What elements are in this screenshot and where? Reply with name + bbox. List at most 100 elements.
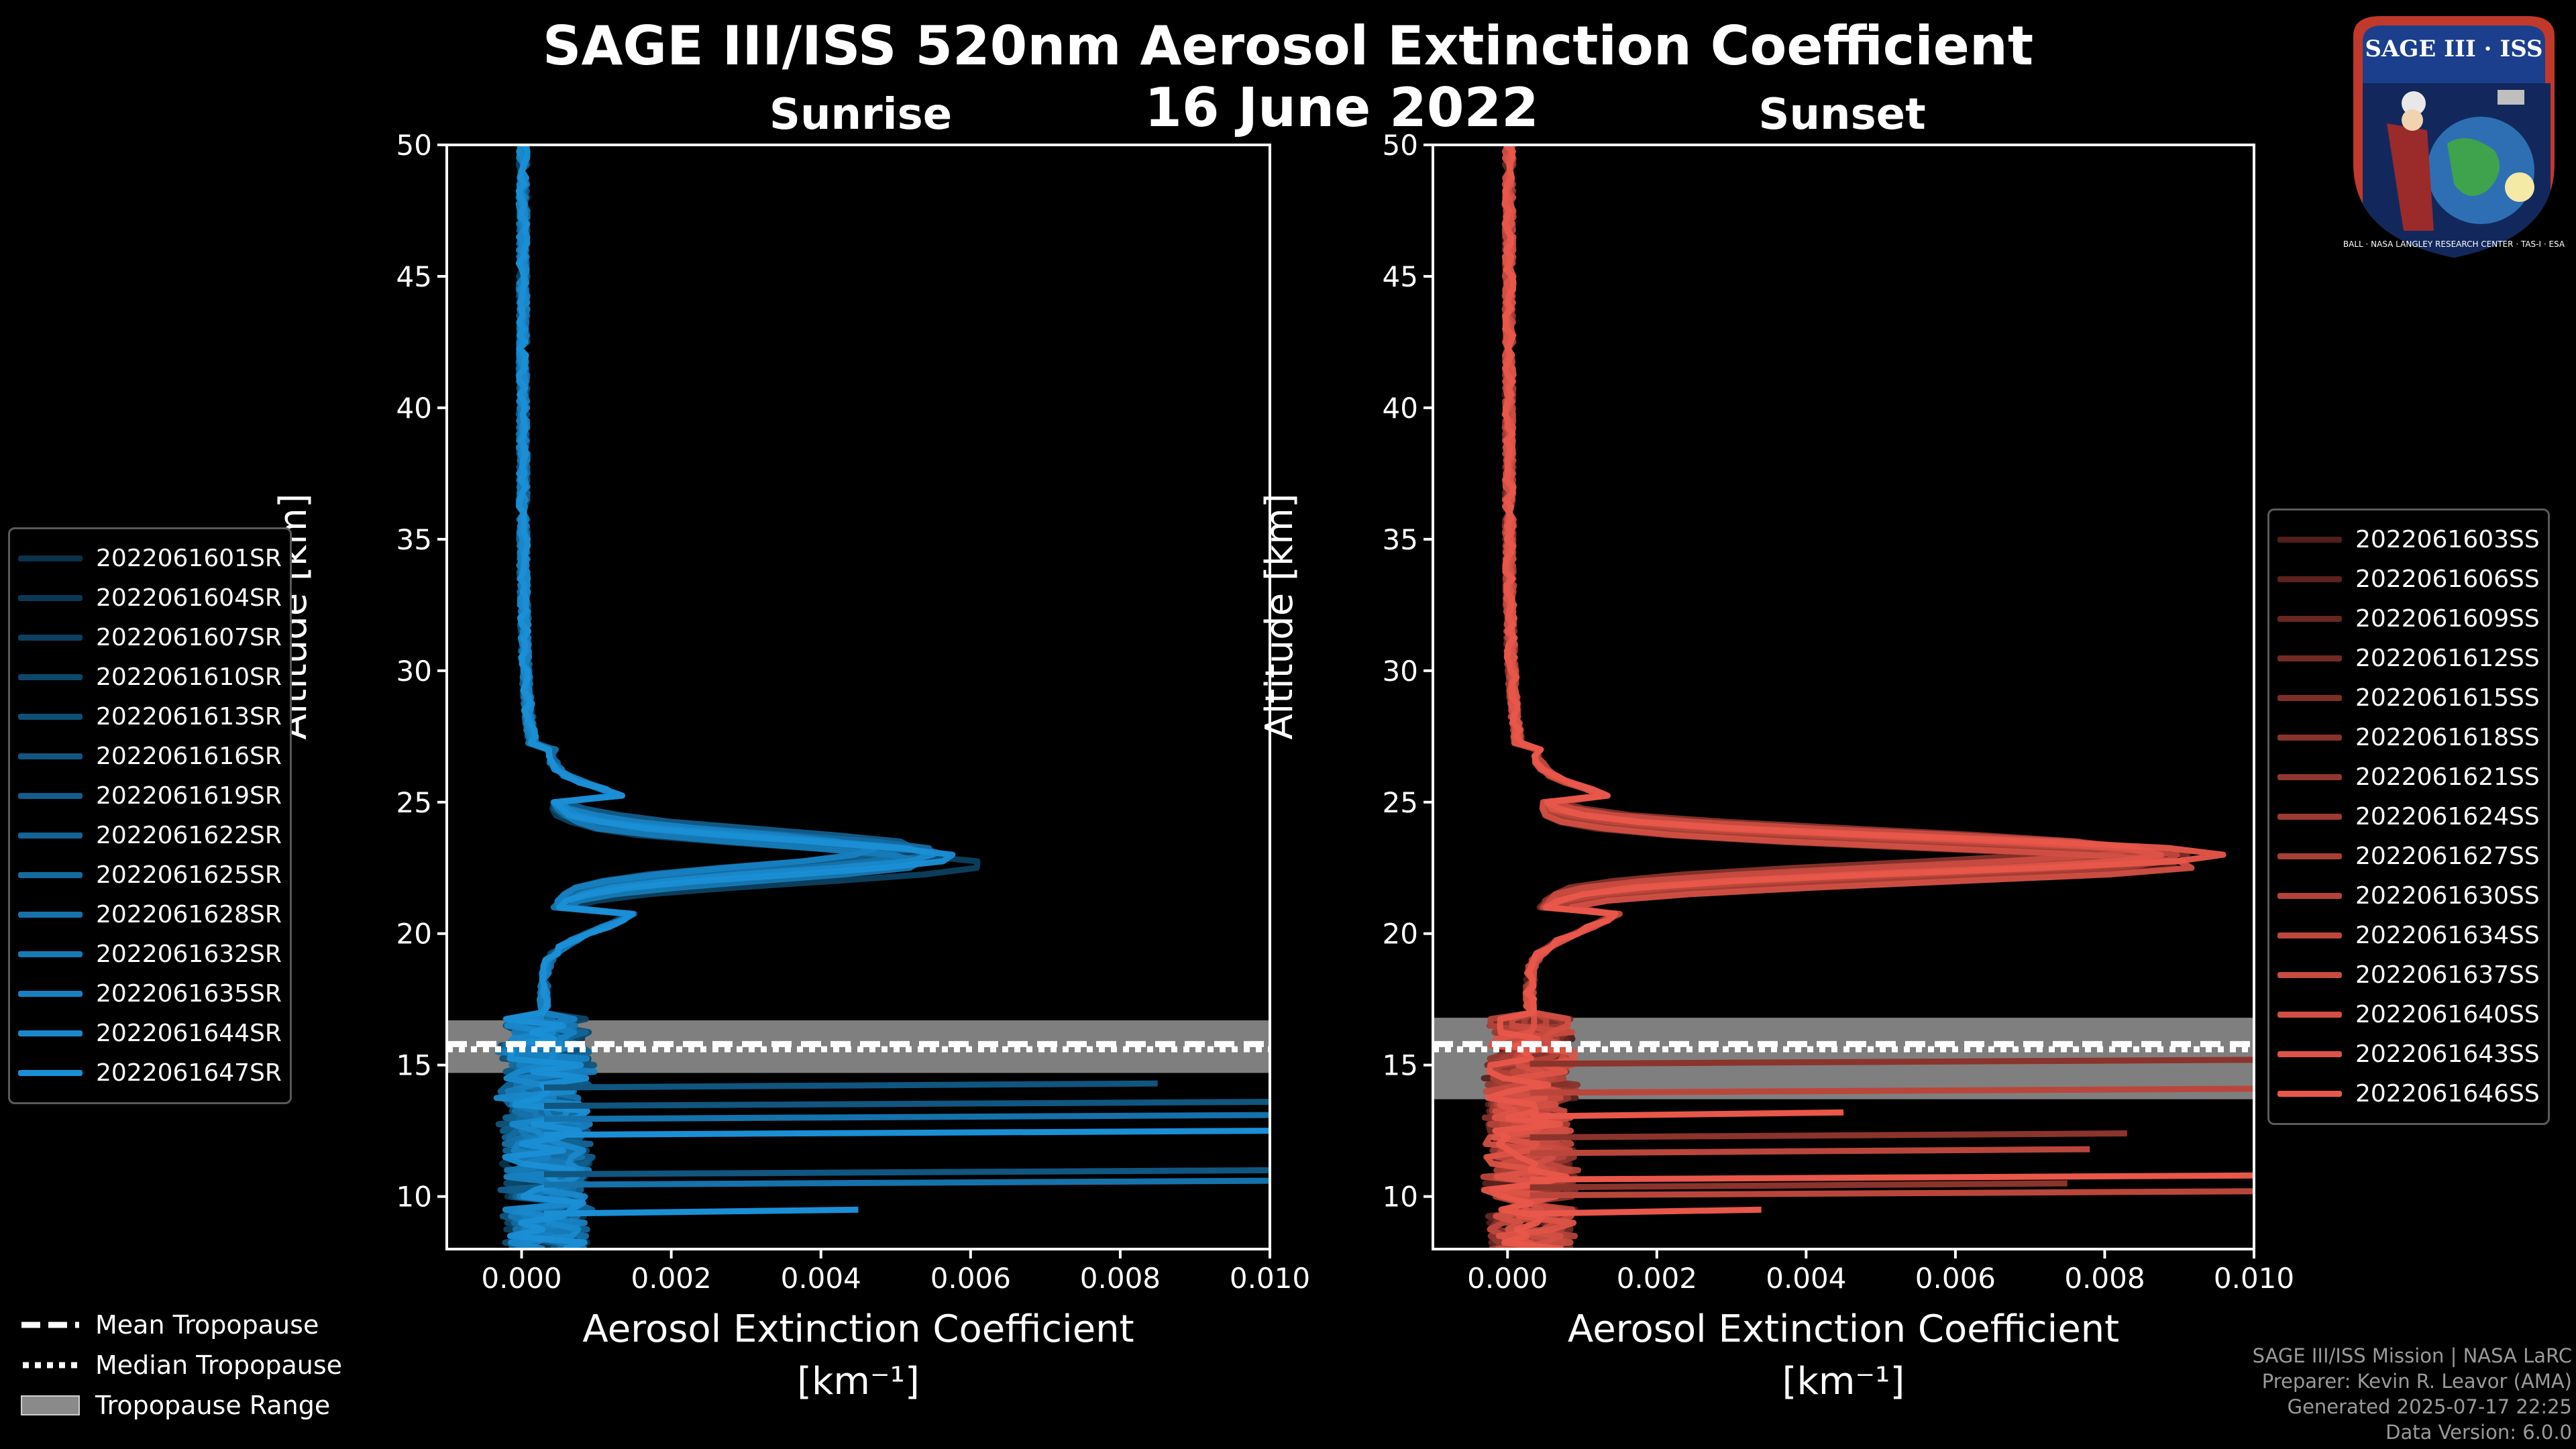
logo-ring-text: BALL · NASA LANGLEY RESEARCH CENTER · TA… xyxy=(2343,239,2565,249)
y-tick-label: 45 xyxy=(396,260,432,293)
legend-label: 2022061622SR xyxy=(96,822,282,849)
legend-label: 2022061644SR xyxy=(96,1020,282,1047)
legend-label: 2022061618SS xyxy=(2355,724,2540,751)
legend-entry: 2022061607SR xyxy=(18,618,282,657)
profile-spike xyxy=(1529,1057,2254,1067)
plot-region xyxy=(1433,145,2254,1249)
legend-label: 2022061613SR xyxy=(96,703,282,731)
credits-preparer: Preparer: Kevin R. Leavor (AMA) xyxy=(2261,1370,2572,1393)
legend-label: 2022061634SS xyxy=(2355,922,2540,949)
legend-swatch xyxy=(18,912,83,918)
legend-label: 2022061606SS xyxy=(2355,566,2540,593)
legend-swatch xyxy=(18,1030,83,1036)
gray-band-swatch xyxy=(21,1395,80,1415)
legend-label: 2022061615SS xyxy=(2355,684,2540,712)
tropopause-legend-range: Tropopause Range xyxy=(20,1385,342,1426)
y-tick-label: 25 xyxy=(1383,786,1418,819)
x-axis-unit: [km⁻¹] xyxy=(1782,1360,1905,1403)
legend-swatch xyxy=(18,555,83,561)
legend-label: 2022061616SR xyxy=(96,743,282,770)
legend-entry: 2022061628SR xyxy=(18,895,282,934)
legend-label: 2022061640SS xyxy=(2355,1001,2540,1028)
y-axis-label: Altitude [km] xyxy=(1258,493,1301,739)
legend-label: 2022061643SS xyxy=(2355,1040,2540,1068)
profile-spike xyxy=(543,1099,1270,1110)
axes-frame xyxy=(445,144,1271,1250)
y-tick-label: 30 xyxy=(1383,655,1418,688)
y-tick-label: 40 xyxy=(396,392,432,425)
y-tick-label: 30 xyxy=(396,655,432,688)
panel-title: Sunset xyxy=(1758,90,1925,140)
legend-swatch xyxy=(18,714,83,720)
y-tick-label: 45 xyxy=(1383,260,1418,293)
axes-frame xyxy=(1432,144,2255,1250)
legend-entry: 2022061643SS xyxy=(2277,1034,2540,1074)
profile-spike xyxy=(543,1177,1270,1188)
profile-spike xyxy=(1529,1146,2090,1157)
legend-label: 2022061612SS xyxy=(2355,645,2540,672)
legend-entry: 2022061627SS xyxy=(2277,837,2540,876)
x-tick-label: 0.002 xyxy=(1617,1262,1697,1295)
legend-label: 2022061635SR xyxy=(96,980,282,1008)
sunset-panel: 0.000 0.002 0.004 0.006 0.008 0.010 10 15 20 25 30… xyxy=(1258,90,2294,1403)
profile-spike xyxy=(543,1206,859,1217)
chart-title: SAGE III/ISS 520nm Aerosol Extinction Co… xyxy=(542,15,2034,77)
legend-swatch xyxy=(2277,1091,2342,1097)
profile-spike xyxy=(1529,1172,2254,1183)
y-tick-label: 35 xyxy=(396,523,432,556)
tropopause-legend-range-label: Tropopause Range xyxy=(95,1391,331,1420)
legend-swatch xyxy=(2277,853,2342,859)
legend-label: 2022061610SR xyxy=(96,663,282,691)
panel-title: Sunrise xyxy=(769,90,952,140)
y-tick-label: 15 xyxy=(1383,1049,1418,1082)
x-axis-label: Aerosol Extinction Coefficient xyxy=(582,1307,1134,1351)
legend-swatch xyxy=(18,1070,83,1076)
legend-swatch xyxy=(2277,1051,2342,1057)
x-tick-label: 0.004 xyxy=(781,1262,861,1295)
profile-spike xyxy=(1529,1188,2254,1199)
legend-entry: 2022061630SS xyxy=(2277,876,2540,916)
legend-entry: 2022061616SR xyxy=(18,737,282,776)
legend-entry: 2022061646SS xyxy=(2277,1074,2540,1114)
profile-spike xyxy=(543,1128,1270,1138)
legend-entry: 2022061613SR xyxy=(18,697,282,737)
legend-label: 2022061630SS xyxy=(2355,882,2540,910)
legend-swatch xyxy=(2277,814,2342,820)
x-tick-label: 0.000 xyxy=(1467,1262,1548,1295)
legend-entry: 2022061647SR xyxy=(18,1053,282,1093)
legend-label: 2022061601SR xyxy=(96,545,282,572)
x-tick-label: 0.002 xyxy=(631,1262,712,1295)
credits-mission: SAGE III/ISS Mission | NASA LaRC xyxy=(2252,1344,2572,1367)
credits-generated: Generated 2025-07-17 22:25 xyxy=(2287,1395,2572,1418)
legend-entry: 2022061601SR xyxy=(18,539,282,578)
profile-spike xyxy=(1529,1085,2254,1096)
legend-label: 2022061632SR xyxy=(96,941,282,968)
legend-entry: 2022061622SR xyxy=(18,816,282,855)
profile-spike xyxy=(1529,1206,1762,1217)
profile-spike xyxy=(1529,1180,2068,1191)
legend-swatch xyxy=(18,991,83,997)
x-axis-label: Aerosol Extinction Coefficient xyxy=(1568,1307,2119,1351)
legend-entry: 2022061604SR xyxy=(18,578,282,618)
legend-label: 2022061603SS xyxy=(2355,526,2540,553)
legend-swatch xyxy=(18,951,83,957)
x-tick-label: 0.010 xyxy=(2214,1262,2294,1295)
sunset-legend: 2022061603SS 2022061606SS 2022061609SS 2022… xyxy=(2267,508,2550,1125)
legend-entry: 2022061609SS xyxy=(2277,599,2540,639)
legend-swatch xyxy=(2277,695,2342,701)
legend-entry: 2022061634SS xyxy=(2277,916,2540,955)
tropopause-legend: Mean Tropopause Median Tropopause Tropop… xyxy=(20,1305,342,1426)
legend-entry: 2022061610SR xyxy=(18,657,282,697)
profile-spike xyxy=(543,1112,1270,1122)
legend-swatch xyxy=(18,674,83,680)
tropopause-legend-median: Median Tropopause xyxy=(20,1345,342,1385)
profile-spike xyxy=(1529,1109,1844,1120)
profile-line-2022061647SR xyxy=(502,145,956,1249)
profile-spike xyxy=(543,1080,1158,1091)
legend-entry: 2022061621SS xyxy=(2277,757,2540,797)
legend-swatch xyxy=(2277,616,2342,622)
legend-entry: 2022061625SR xyxy=(18,855,282,895)
x-tick-label: 0.006 xyxy=(1915,1262,1996,1295)
dotted-line-swatch xyxy=(23,1362,79,1368)
